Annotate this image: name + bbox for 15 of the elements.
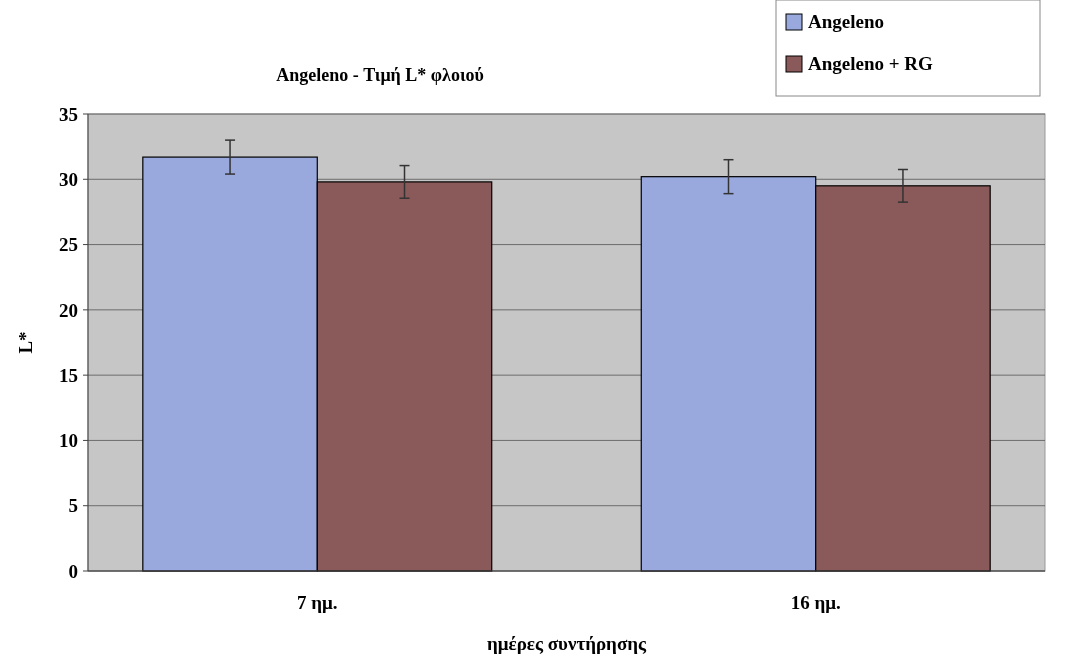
y-tick-label: 20 — [59, 299, 78, 321]
x-tick-label: 7 ημ. — [297, 592, 338, 613]
y-tick-label: 0 — [68, 560, 78, 582]
y-axis-title: L* — [15, 331, 36, 354]
x-tick-label: 16 ημ. — [790, 592, 841, 613]
y-tick-label: 10 — [59, 430, 78, 452]
y-tick-label: 30 — [59, 168, 78, 190]
x-axis-title: ημέρες συντήρησης — [486, 633, 648, 654]
y-tick-label: 35 — [59, 103, 78, 125]
chart-title: Angeleno - Τιμή L* φλοιού — [276, 65, 484, 85]
legend-label: Angeleno — [808, 11, 884, 32]
legend-label: Angeleno + RG — [808, 53, 934, 74]
y-tick-label: 25 — [59, 234, 78, 256]
y-tick-label: 15 — [59, 364, 78, 386]
y-tick-label: 5 — [68, 495, 78, 517]
